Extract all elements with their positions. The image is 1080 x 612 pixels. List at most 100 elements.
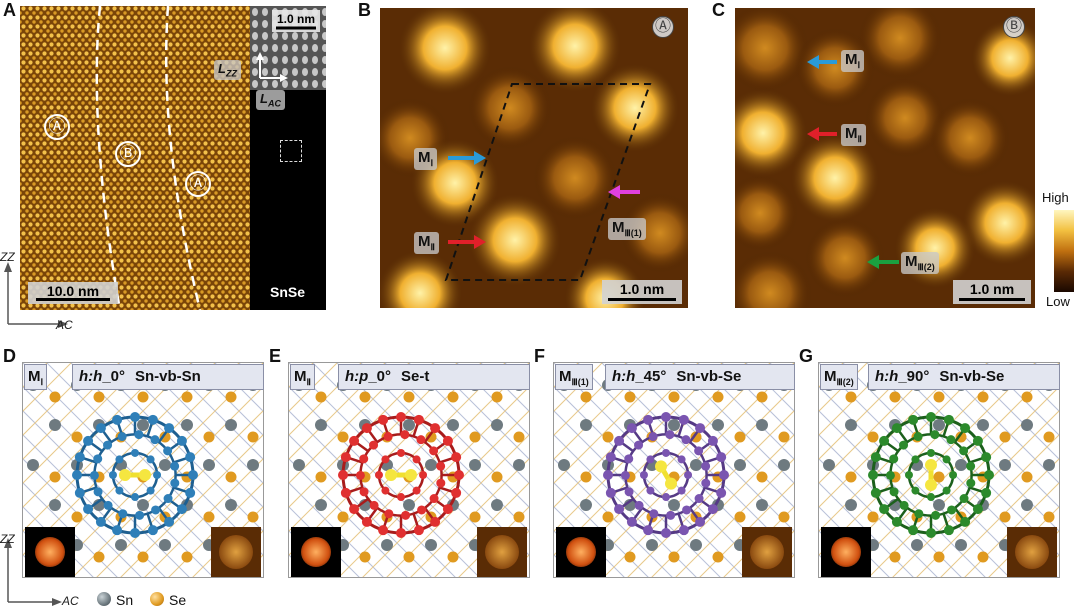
sn-atom (247, 459, 259, 471)
sn-atom (49, 419, 61, 431)
simulated-stm-inset (556, 527, 606, 577)
cage-atom (72, 470, 82, 480)
model-config-f: h:h_45° Sn-vb-Se (605, 364, 795, 390)
panel-c-scale-bar: 1.0 nm (953, 280, 1031, 304)
cage-atom (926, 528, 936, 538)
sn-legend-marker (97, 592, 111, 606)
sn-atom (1021, 499, 1033, 511)
snse-region: SnSe (250, 90, 326, 310)
cage-atom (451, 452, 462, 463)
sn-atom (381, 539, 393, 551)
sn-atom (159, 459, 171, 471)
se-atom (999, 431, 1011, 443)
cage-atom (678, 414, 689, 425)
sn-atom (911, 539, 923, 551)
sn-atom (690, 459, 702, 471)
cage-atom (605, 487, 616, 498)
sn-legend-label: Sn (116, 592, 134, 608)
cage-atom (926, 412, 936, 422)
se-atom (359, 551, 371, 563)
panel-label-a: A (3, 0, 16, 20)
se-atom (602, 431, 614, 443)
se-atom (1043, 431, 1055, 443)
sn-atom (137, 419, 149, 431)
cage-atom (130, 412, 140, 422)
se-atom (734, 511, 746, 523)
cage-atom (707, 504, 718, 515)
panel-b-scale-bar: 1.0 nm (602, 280, 682, 304)
panel-b-scale-bar-label: 1.0 nm (619, 281, 665, 297)
sn-atom (933, 499, 945, 511)
se-atom (93, 391, 105, 403)
cage-atom (130, 528, 140, 538)
axis-ac-label-a: AC (56, 318, 73, 332)
cage-atom (338, 470, 348, 480)
sn-atom (425, 459, 437, 471)
sn-atom (403, 419, 415, 431)
se-atom (977, 551, 989, 563)
se-atom (203, 511, 215, 523)
cage-atom (378, 414, 389, 425)
se-atom (999, 511, 1011, 523)
inset-scale-bar-label: 1.0 nm (277, 12, 316, 26)
cage-atom (442, 504, 453, 515)
panel-b-stm-image: Ⓐ MⅠ MⅡ MⅢ(1) 1.0 nm (380, 8, 688, 308)
sn-atom (425, 539, 437, 551)
cage-atom (361, 423, 372, 434)
cage-atom (891, 423, 902, 434)
cage-atom (908, 414, 919, 425)
cage-atom (908, 525, 919, 536)
cage-atom (603, 470, 613, 480)
se-atom (513, 511, 525, 523)
cage-atom (164, 423, 175, 434)
cage-atom (943, 414, 954, 425)
axis-zz-label-a: ZZ (0, 250, 15, 264)
cage-atom (984, 470, 994, 480)
se-atom (137, 391, 149, 403)
tag-m3-1-b: MⅢ(1) (608, 218, 646, 240)
se-atom (580, 391, 592, 403)
sn-atom (491, 419, 503, 431)
cage-atom (147, 414, 158, 425)
se-atom (447, 391, 459, 403)
se-atom (49, 471, 61, 483)
sn-atom (203, 459, 215, 471)
sn-atom (137, 499, 149, 511)
panel-label-d: D (3, 346, 16, 366)
se-atom (225, 391, 237, 403)
cage-atom (716, 487, 727, 498)
sn-atom (225, 419, 237, 431)
panel-c-stm-image: Ⓑ MⅠ MⅡ MⅢ(2) 1.0 nm (735, 8, 1035, 308)
cage-atom (643, 525, 654, 536)
sn-atom (734, 459, 746, 471)
se-atom (778, 431, 790, 443)
se-atom (359, 391, 371, 403)
se-atom (668, 551, 680, 563)
cage-atom (176, 504, 187, 515)
cage-atom (960, 423, 971, 434)
se-atom (933, 471, 945, 483)
cage-atom (643, 414, 654, 425)
cage-atom (340, 487, 351, 498)
panel-label-c: C (712, 0, 725, 20)
se-legend-label: Se (169, 592, 187, 608)
cage-atom (95, 423, 106, 434)
sn-atom (181, 419, 193, 431)
se-atom (756, 391, 768, 403)
snse-label: SnSe (270, 284, 306, 300)
cage-atom (719, 470, 729, 480)
se-atom (845, 471, 857, 483)
colorbar-high-label: High (1042, 190, 1069, 205)
bottom-axis-arrows (4, 538, 62, 606)
cage-atom (451, 487, 462, 498)
model-panel-d (22, 362, 264, 578)
sn-atom (558, 459, 570, 471)
model-panel-e (288, 362, 530, 578)
cage-atom (349, 435, 360, 446)
se-atom (977, 391, 989, 403)
cage-atom (981, 452, 992, 463)
cage-atom (661, 528, 671, 538)
lac-label: LAC (256, 90, 285, 110)
model-config-d: h:h_0° Sn-vb-Sn (72, 364, 264, 390)
